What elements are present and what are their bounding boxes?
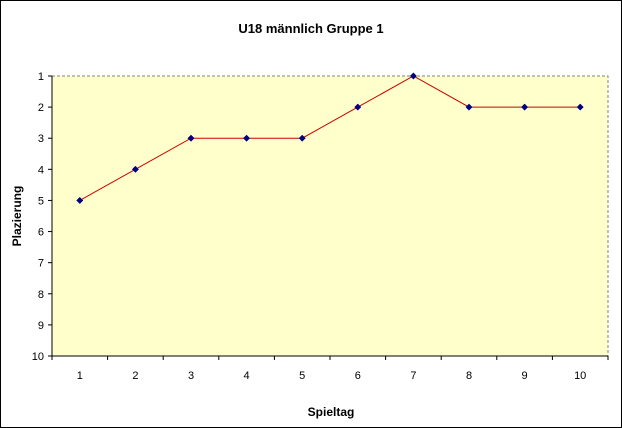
data-point	[243, 134, 251, 142]
data-point	[131, 165, 139, 173]
data-point	[76, 196, 84, 204]
x-tick-label: 9	[522, 370, 528, 382]
x-tick-label: 6	[355, 370, 361, 382]
data-point	[576, 103, 584, 111]
y-tick-label: 9	[38, 320, 44, 332]
x-axis-title: Spieltag	[308, 405, 355, 419]
x-tick-label: 7	[410, 370, 416, 382]
y-tick-label: 7	[38, 258, 44, 270]
x-tick-label: 2	[132, 370, 138, 382]
x-tick-label: 5	[299, 370, 305, 382]
y-tick-label: 2	[38, 102, 44, 114]
y-axis-title: Plazierung	[10, 186, 24, 247]
x-tick-label: 8	[466, 370, 472, 382]
x-tick-label: 1	[77, 370, 83, 382]
x-tick-label: 3	[188, 370, 194, 382]
x-axis: 1 2 3 4 5 6 7 8 9 10	[51, 355, 609, 382]
data-point	[298, 134, 306, 142]
x-tick-label: 10	[574, 370, 586, 382]
series-line	[79, 75, 581, 201]
y-tick-label: 8	[38, 289, 44, 301]
data-point	[354, 103, 362, 111]
y-tick-label: 6	[38, 227, 44, 239]
data-point	[187, 134, 195, 142]
y-axis: 1 2 3 4 5 6 7 8 9 10	[32, 71, 53, 363]
x-tick-label: 4	[244, 370, 250, 382]
chart-title: U18 männlich Gruppe 1	[238, 21, 383, 36]
data-point	[409, 72, 417, 80]
y-tick-label: 1	[38, 71, 44, 83]
data-point	[521, 103, 529, 111]
y-tick-label: 4	[38, 164, 44, 176]
data-point	[465, 103, 473, 111]
plot-area	[51, 75, 609, 357]
series-group	[76, 72, 584, 204]
y-tick-label: 10	[32, 351, 44, 363]
y-tick-label: 5	[38, 195, 44, 207]
y-tick-label: 3	[38, 133, 44, 145]
